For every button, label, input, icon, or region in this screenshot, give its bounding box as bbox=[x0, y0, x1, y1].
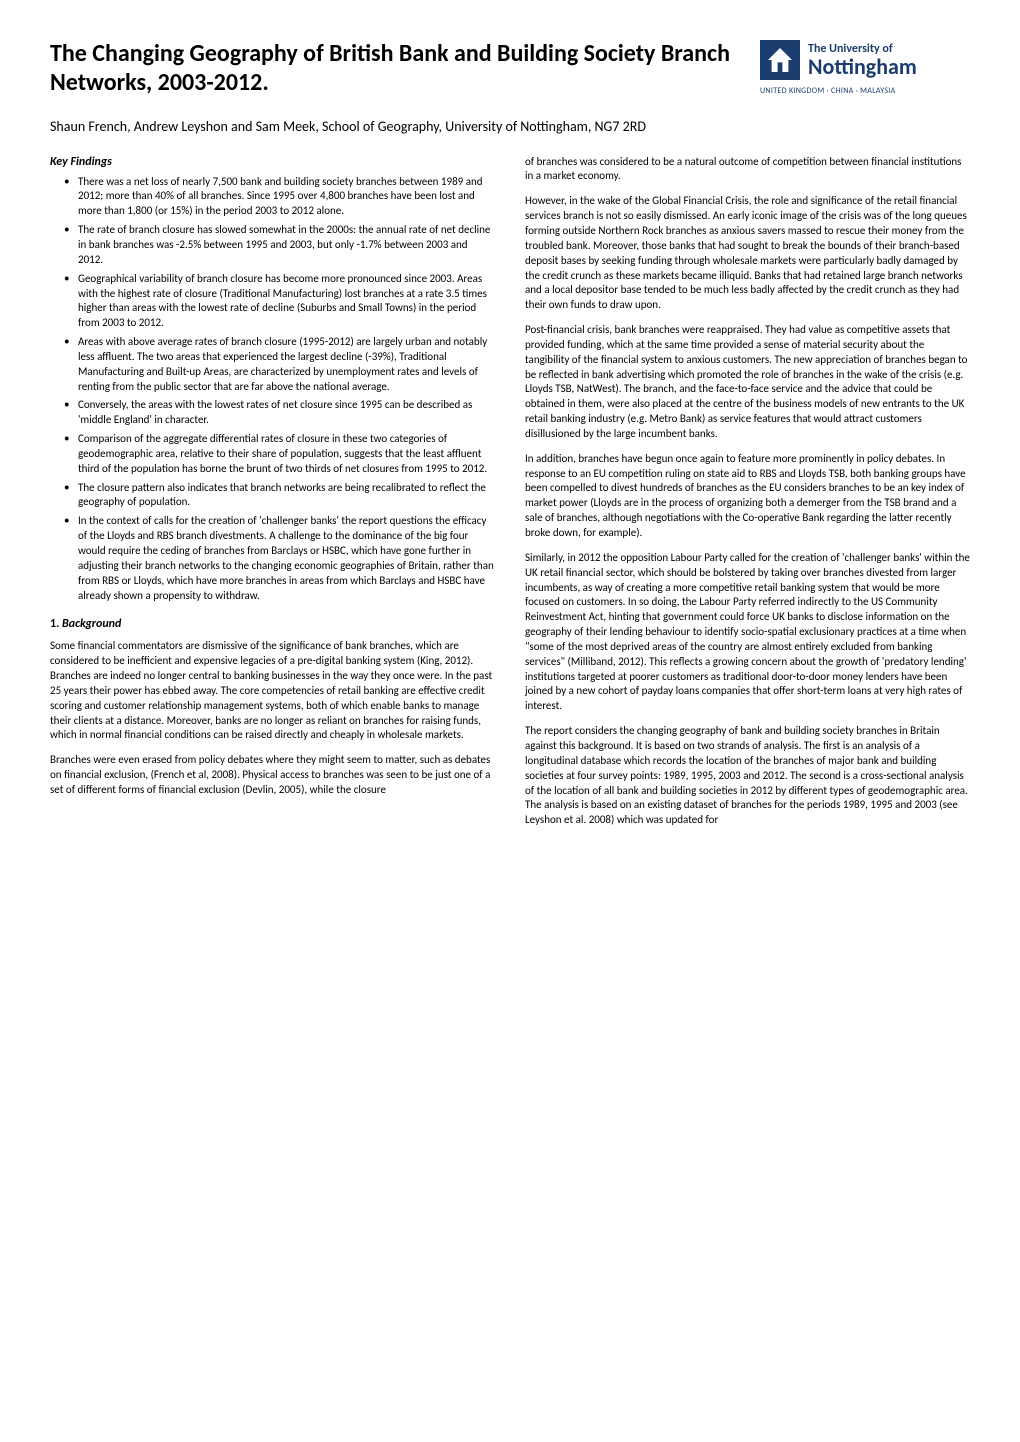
background-heading: 1. Background bbox=[50, 617, 495, 631]
content-columns: Key Findings There was a net loss of nea… bbox=[50, 155, 970, 838]
right-column: of branches was considered to be a natur… bbox=[525, 155, 970, 838]
key-findings-heading: Key Findings bbox=[50, 155, 495, 169]
body-paragraph: Similarly, in 2012 the opposition Labour… bbox=[525, 551, 970, 714]
logo-row: The University of Nottingham bbox=[760, 40, 970, 80]
castle-icon bbox=[760, 40, 800, 80]
key-finding-item: The closure pattern also indicates that … bbox=[50, 481, 495, 511]
body-paragraph: of branches was considered to be a natur… bbox=[525, 155, 970, 185]
university-logo: The University of Nottingham UNITED KING… bbox=[760, 40, 970, 96]
body-paragraph: Some financial commentators are dismissi… bbox=[50, 639, 495, 743]
section-title: Background bbox=[62, 617, 121, 631]
right-column-paragraphs: of branches was considered to be a natur… bbox=[525, 155, 970, 828]
key-finding-item: Comparison of the aggregate differential… bbox=[50, 432, 495, 477]
body-paragraph: However, in the wake of the Global Finan… bbox=[525, 194, 970, 313]
key-finding-item: In the context of calls for the creation… bbox=[50, 514, 495, 603]
title-block: The Changing Geography of British Bank a… bbox=[50, 40, 760, 98]
logo-text: The University of Nottingham bbox=[808, 42, 917, 78]
key-finding-item: There was a net loss of nearly 7,500 ban… bbox=[50, 175, 495, 220]
body-paragraph: Post-financial crisis, bank branches wer… bbox=[525, 323, 970, 442]
page-header: The Changing Geography of British Bank a… bbox=[50, 40, 970, 98]
body-paragraph: Branches were even erased from policy de… bbox=[50, 753, 495, 798]
key-finding-item: Geographical variability of branch closu… bbox=[50, 272, 495, 331]
body-paragraph: In addition, branches have begun once ag… bbox=[525, 452, 970, 541]
logo-line2: Nottingham bbox=[808, 56, 917, 78]
key-finding-item: Areas with above average rates of branch… bbox=[50, 335, 495, 394]
key-finding-item: The rate of branch closure has slowed so… bbox=[50, 223, 495, 268]
main-title: The Changing Geography of British Bank a… bbox=[50, 40, 740, 98]
left-column: Key Findings There was a net loss of nea… bbox=[50, 155, 495, 838]
logo-subtitle: UNITED KINGDOM · CHINA · MALAYSIA bbox=[760, 86, 970, 96]
key-finding-item: Conversely, the areas with the lowest ra… bbox=[50, 398, 495, 428]
body-paragraph: The report considers the changing geogra… bbox=[525, 724, 970, 828]
section-number: 1. bbox=[50, 617, 59, 631]
authors-line: Shaun French, Andrew Leyshon and Sam Mee… bbox=[50, 118, 970, 135]
key-findings-list: There was a net loss of nearly 7,500 ban… bbox=[50, 175, 495, 604]
background-paragraphs: Some financial commentators are dismissi… bbox=[50, 639, 495, 797]
